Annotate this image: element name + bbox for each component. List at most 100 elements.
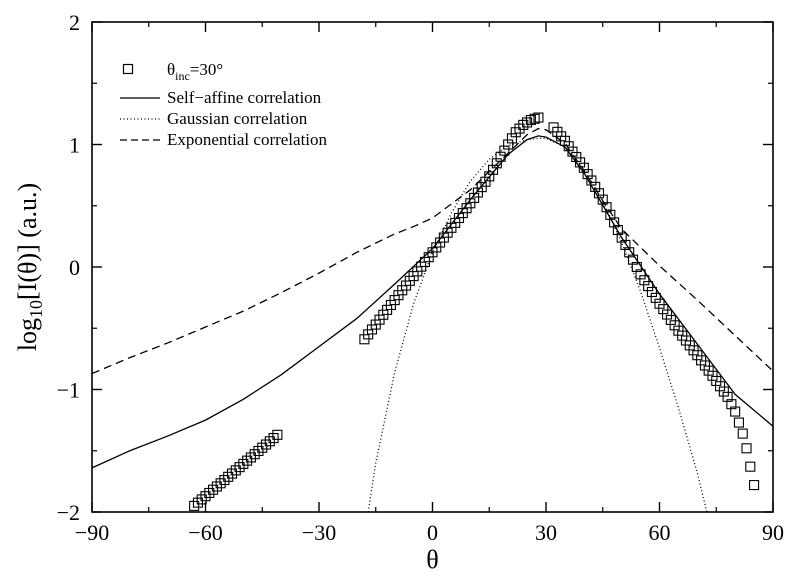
- data-point: [491, 158, 502, 169]
- data-point: [650, 292, 661, 303]
- data-point: [665, 314, 676, 325]
- data-point: [669, 320, 680, 331]
- data-point: [745, 461, 756, 472]
- data-point: [480, 176, 491, 187]
- data-point: [234, 462, 245, 473]
- data-point: [522, 117, 533, 128]
- data-point: [230, 465, 241, 476]
- data-point: [733, 417, 745, 428]
- data-point: [189, 500, 200, 511]
- data-series-theta-inc: [189, 112, 760, 511]
- data-point: [567, 146, 578, 157]
- data-point: [616, 232, 627, 243]
- data-point: [631, 261, 642, 273]
- data-point: [499, 145, 510, 156]
- self-affine-correlation-curve: [92, 135, 773, 469]
- data-point: [714, 381, 726, 392]
- y-axis-title-post: [I(θ)] (a.u.): [13, 183, 42, 300]
- data-point: [654, 298, 665, 309]
- data-point: [242, 455, 253, 466]
- y-axis-title: log10[I(θ)] (a.u.): [13, 183, 46, 351]
- data-point: [597, 194, 608, 205]
- data-point: [696, 355, 707, 366]
- legend-label-exponential: Exponential correlation: [167, 130, 328, 149]
- data-point: [192, 497, 203, 508]
- data-point: [699, 360, 710, 371]
- data-point: [605, 209, 616, 220]
- data-point: [711, 375, 722, 386]
- data-point: [627, 254, 639, 265]
- y-tick-label: 2: [69, 10, 80, 35]
- data-point: [238, 458, 249, 469]
- data-point: [487, 164, 499, 175]
- data-point: [582, 169, 593, 180]
- data-point: [272, 429, 283, 440]
- data-point: [722, 391, 733, 402]
- data-point: [593, 188, 605, 199]
- data-point: [707, 370, 718, 381]
- data-point: [472, 187, 483, 198]
- legend-label-self-affine: Self−affine correlation: [167, 88, 322, 107]
- data-point: [692, 350, 703, 361]
- y-tick-label: −2: [57, 500, 80, 525]
- legend: θinc=30° Self−affine correlation Gaussia…: [120, 60, 328, 149]
- data-point: [503, 139, 514, 150]
- data-point: [578, 162, 589, 173]
- data-point: [465, 198, 476, 209]
- data-point: [609, 217, 620, 228]
- data-point: [215, 478, 226, 489]
- data-point: [741, 443, 752, 454]
- x-tick-label: 30: [535, 520, 557, 545]
- y-tick-label: 1: [69, 133, 80, 158]
- data-point: [643, 281, 654, 292]
- legend-label-data: θinc=30°: [167, 60, 223, 83]
- data-point: [219, 474, 230, 486]
- data-point: [226, 468, 238, 479]
- legend-label-gaussian: Gaussian correlation: [167, 109, 308, 128]
- data-point: [563, 141, 574, 152]
- data-point: [264, 436, 275, 447]
- data-point: [495, 151, 506, 162]
- data-point: [635, 269, 646, 280]
- data-point: [586, 175, 597, 186]
- data-point: [590, 181, 601, 192]
- data-point: [559, 135, 570, 146]
- data-point: [506, 133, 518, 144]
- exponential-correlation-curve: [92, 127, 773, 375]
- data-point: [612, 224, 623, 236]
- data-point: [476, 182, 487, 193]
- x-tick-label: 90: [762, 520, 784, 545]
- x-tick-label: 60: [649, 520, 671, 545]
- data-point: [525, 114, 536, 126]
- data-point: [208, 484, 219, 495]
- x-tick-label: −60: [188, 520, 222, 545]
- tick-labels: −90 −60 −30 0 30 60 90 −2 −1 0 1 2: [57, 10, 784, 545]
- legend-marker-square: [122, 63, 134, 75]
- data-point: [533, 112, 544, 123]
- series-layer: [92, 112, 773, 512]
- x-axis-title: θ: [426, 545, 438, 574]
- data-point: [574, 157, 586, 168]
- x-tick-label: 0: [427, 520, 438, 545]
- y-tick-label: 0: [69, 255, 80, 280]
- data-point: [726, 399, 737, 410]
- data-point: [703, 365, 714, 376]
- data-point: [662, 309, 673, 320]
- gaussian-correlation-curve: [367, 137, 708, 512]
- data-point: [260, 439, 272, 450]
- x-tick-label: −90: [75, 520, 109, 545]
- y-tick-label: −1: [57, 378, 80, 403]
- data-point: [737, 428, 748, 439]
- data-point: [601, 202, 612, 213]
- data-point: [223, 471, 234, 482]
- data-point: [268, 433, 279, 444]
- data-point: [718, 386, 729, 397]
- data-point: [639, 275, 650, 286]
- data-point: [620, 239, 631, 250]
- data-point: [514, 123, 525, 134]
- data-point: [257, 442, 268, 453]
- data-point: [646, 286, 657, 298]
- data-point: [484, 171, 495, 182]
- x-tick-label: −30: [302, 520, 336, 545]
